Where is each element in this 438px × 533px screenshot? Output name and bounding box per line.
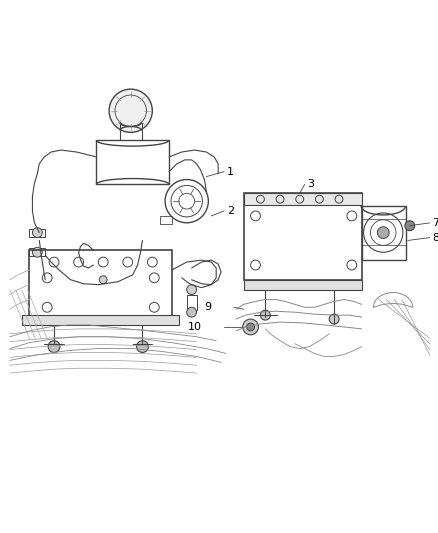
Bar <box>29 229 45 237</box>
Bar <box>244 280 362 289</box>
Text: 10: 10 <box>187 322 201 332</box>
Text: 1: 1 <box>227 167 234 176</box>
Circle shape <box>137 341 148 352</box>
Circle shape <box>243 319 258 335</box>
Text: 8: 8 <box>432 232 438 243</box>
Circle shape <box>378 227 389 238</box>
Bar <box>96 140 169 184</box>
Circle shape <box>405 221 415 231</box>
Circle shape <box>109 89 152 132</box>
Circle shape <box>187 308 197 317</box>
Bar <box>29 251 172 317</box>
Circle shape <box>48 341 60 352</box>
Circle shape <box>261 310 270 320</box>
Bar <box>21 315 179 325</box>
Text: 2: 2 <box>227 206 234 216</box>
Circle shape <box>187 285 197 295</box>
Bar <box>362 206 406 260</box>
Text: 7: 7 <box>432 218 438 228</box>
Bar <box>244 193 362 280</box>
Bar <box>29 248 45 256</box>
Bar <box>244 193 362 205</box>
Bar <box>160 216 172 224</box>
Circle shape <box>32 228 42 238</box>
Circle shape <box>32 247 42 257</box>
Text: 9: 9 <box>204 302 211 312</box>
Text: 3: 3 <box>307 180 314 189</box>
Circle shape <box>247 323 254 331</box>
Bar <box>187 295 197 310</box>
Circle shape <box>329 314 339 324</box>
Circle shape <box>99 276 107 284</box>
